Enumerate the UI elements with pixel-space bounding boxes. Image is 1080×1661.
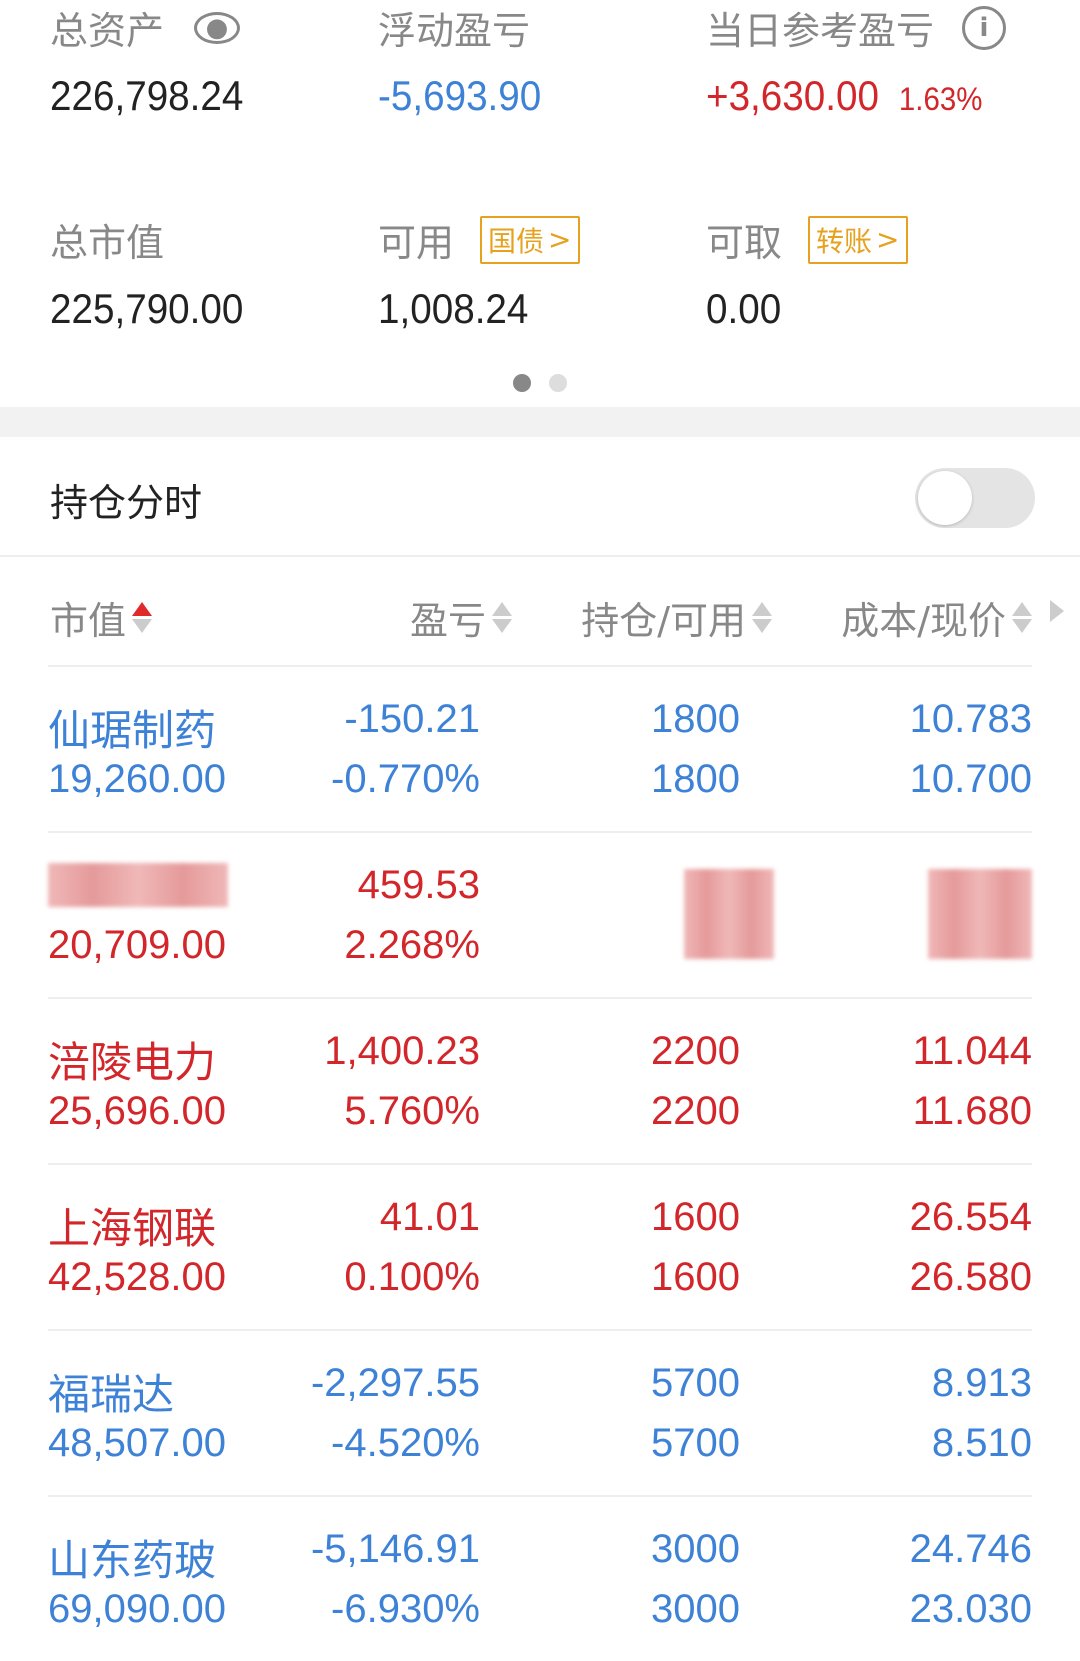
available-value: 1,008.24 [378, 285, 529, 332]
pl-percent: 2.268% [344, 923, 480, 967]
withdrawable-label: 可取 转账 > [706, 212, 908, 267]
pl-amount: -5,146.91 [310, 1527, 480, 1571]
available: 1600 [651, 1255, 740, 1299]
price: 23.030 [909, 1587, 1032, 1631]
available: 2200 [651, 1089, 740, 1133]
header-label: 成本/现价 [841, 599, 1006, 643]
treasury-bond-button[interactable]: 国债 > [480, 215, 580, 264]
table-row[interactable]: 山东药玻 69,090.00 -5,146.91 -6.930% 3000 3000 24.… [48, 1495, 1032, 1661]
available-label: 可用 国债 > [378, 212, 580, 267]
cost: 8.913 [931, 1361, 1032, 1405]
total-assets-value: 226,798.24 [50, 72, 244, 119]
market-value: 25,696.00 [48, 1089, 226, 1133]
eye-icon[interactable]: ● [194, 11, 241, 44]
floating-pl-value: -5,693.90 [378, 72, 542, 119]
cost: 26.554 [909, 1195, 1032, 1239]
market-value: 42,528.00 [48, 1255, 226, 1299]
pl-amount: -2,297.55 [310, 1361, 480, 1405]
header-cost-price[interactable]: 成本/现价 [841, 590, 1032, 645]
sort-icon [492, 602, 512, 633]
table-row[interactable]: 上海钢联 42,528.00 41.01 0.100% 1600 1600 26.554 26… [48, 1163, 1032, 1329]
available: 5700 [651, 1421, 740, 1465]
table-row[interactable]: 福瑞达 48,507.00 -2,297.55 -4.520% 5700 5700 8.91… [48, 1329, 1032, 1495]
position: 2200 [651, 1029, 740, 1073]
pl-amount: 459.53 [357, 863, 480, 907]
info-icon[interactable]: i [962, 5, 1007, 50]
market-value: 69,090.00 [48, 1587, 226, 1631]
price: 10.700 [909, 757, 1032, 801]
pl-amount: 1,400.23 [324, 1029, 480, 1073]
available: 3000 [651, 1587, 740, 1631]
daily-pl-percent: 1.63% [898, 81, 983, 117]
pl-percent: -0.770% [331, 757, 480, 801]
page-dot[interactable] [549, 374, 567, 392]
price: 8.510 [931, 1421, 1032, 1465]
header-label: 盈亏 [409, 599, 486, 643]
sort-icon [752, 602, 772, 633]
market-value: 20,709.00 [48, 923, 226, 967]
header-market-value[interactable]: 市值 [50, 590, 153, 645]
cost: 11.044 [912, 1029, 1032, 1073]
daily-pl-label: 当日参考盈亏 i [706, 0, 1007, 55]
scroll-right-icon[interactable] [1050, 600, 1064, 622]
market-value: 48,507.00 [48, 1421, 226, 1465]
position: 5700 [651, 1361, 740, 1405]
available-label-text: 可用 [378, 221, 455, 265]
intraday-toggle[interactable] [915, 468, 1035, 528]
header-label: 市值 [50, 599, 127, 643]
available: 1800 [651, 757, 740, 801]
price: 26.580 [909, 1255, 1032, 1299]
total-assets-label-text: 总资产 [50, 9, 165, 53]
toggle-knob [918, 471, 972, 525]
pl-percent: 5.760% [344, 1089, 480, 1133]
redacted-price [928, 869, 1032, 959]
daily-pl-amount: +3,630.00 [706, 72, 879, 119]
stock-name: 福瑞达 [48, 1370, 175, 1419]
floating-pl-label: 浮动盈亏 [378, 9, 531, 53]
transfer-label: 转账 [816, 224, 873, 258]
divider [0, 555, 1080, 557]
stock-name: 山东药玻 [48, 1536, 217, 1585]
pl-percent: 0.100% [344, 1255, 480, 1299]
treasury-bond-label: 国债 [488, 224, 545, 258]
daily-pl-label-text: 当日参考盈亏 [706, 9, 935, 53]
table-row[interactable]: 仙琚制药 19,260.00 -150.21 -0.770% 1800 1800 10.78… [48, 665, 1032, 831]
stock-name: 上海钢联 [48, 1204, 217, 1253]
cost: 10.783 [909, 697, 1032, 741]
transfer-button[interactable]: 转账 > [808, 215, 908, 264]
pl-amount: 41.01 [379, 1195, 480, 1239]
table-row[interactable]: 涪陵电力 25,696.00 1,400.23 5.760% 2200 2200 11.04… [48, 997, 1032, 1163]
pl-percent: -4.520% [331, 1421, 480, 1465]
price: 11.680 [912, 1089, 1032, 1133]
sort-icon [1012, 602, 1032, 633]
header-pl[interactable]: 盈亏 [410, 590, 512, 645]
chevron-right-icon: > [548, 223, 572, 256]
chevron-right-icon: > [876, 223, 900, 256]
market-value-label: 总市值 [50, 221, 165, 265]
cost: 24.746 [909, 1527, 1032, 1571]
withdrawable-value: 0.00 [706, 285, 782, 332]
market-value: 19,260.00 [48, 757, 226, 801]
page-dot-active[interactable] [513, 374, 531, 392]
header-label: 持仓/可用 [581, 599, 746, 643]
table-row[interactable]: 20,709.00 459.53 2.268% [48, 831, 1032, 997]
position: 1600 [651, 1195, 740, 1239]
daily-pl-value: +3,630.00 1.63% [706, 72, 982, 120]
pl-amount: -150.21 [344, 697, 480, 741]
position: 3000 [651, 1527, 740, 1571]
section-divider [0, 407, 1080, 437]
redacted-name [48, 863, 228, 907]
intraday-label: 持仓分时 [50, 481, 203, 525]
position: 1800 [651, 697, 740, 741]
stock-name: 涪陵电力 [48, 1038, 217, 1087]
header-position[interactable]: 持仓/可用 [581, 590, 772, 645]
market-value-value: 225,790.00 [50, 285, 244, 332]
pl-percent: -6.930% [331, 1587, 480, 1631]
total-assets-label: 总资产 ● [50, 0, 241, 55]
withdrawable-label-text: 可取 [706, 221, 783, 265]
stock-name: 仙琚制药 [48, 706, 217, 755]
sort-asc-icon [132, 602, 153, 633]
redacted-position [684, 869, 774, 959]
